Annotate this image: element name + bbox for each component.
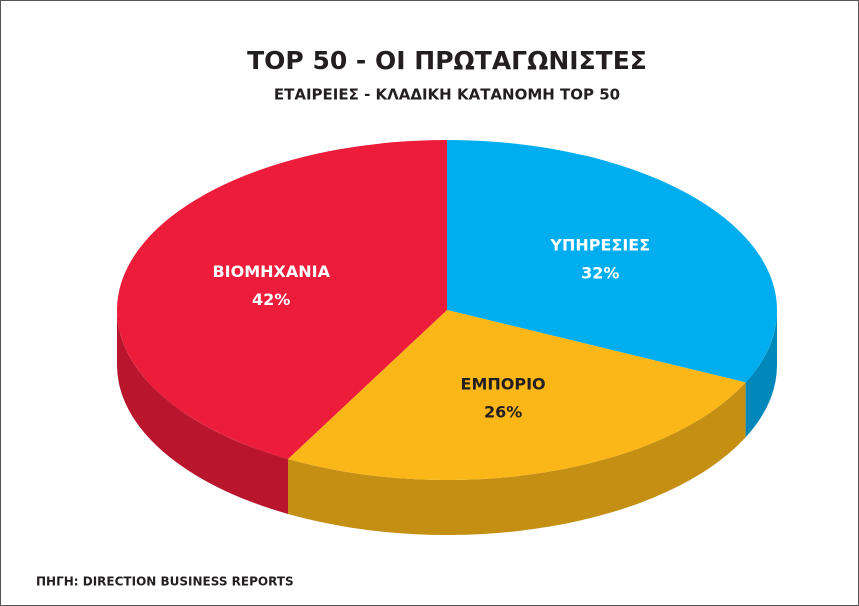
- value-label: 42%: [252, 290, 290, 309]
- slice: [116, 140, 448, 459]
- chart-subtitle: ΕΤΑΙΡΕΙΕΣ - ΚΛΑΔΙΚΗ ΚΑΤΑΝΟΜΗ TOP 50: [274, 86, 620, 104]
- slice-label: ΕΜΠΟΡΙΟ: [461, 374, 546, 393]
- slice-side: [745, 310, 777, 438]
- value-label: 26%: [484, 402, 522, 421]
- slice-side: [288, 382, 746, 535]
- value-label: 32%: [581, 263, 619, 282]
- source: ΠΗΓΗ: DIRECTION BUSINESS REPORTS: [36, 575, 294, 589]
- chart-title: TOP 50 - ΟΙ ΠΡΩΤΑΓΩΝΙΣΤΕΣ: [247, 46, 647, 75]
- slice-side: [117, 310, 289, 514]
- slice: [288, 310, 746, 481]
- slice-label: ΥΠΗΡΕΣΙΕΣ: [549, 235, 650, 254]
- slice: [447, 140, 777, 383]
- slice-label: ΒΙΟΜΗΧΑΝΙΑ: [212, 262, 330, 281]
